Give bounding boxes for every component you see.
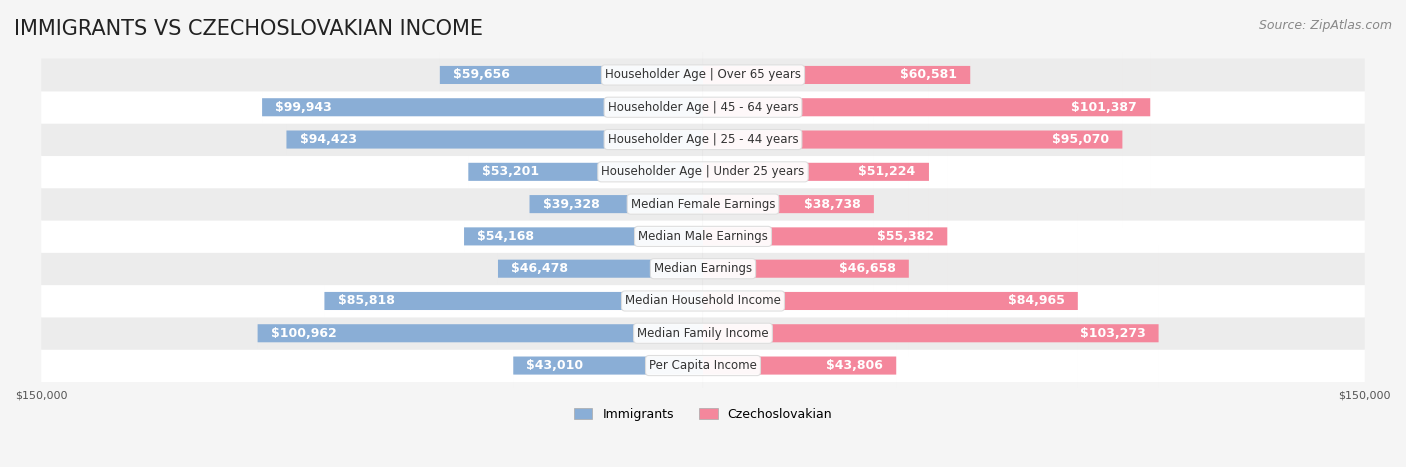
Text: Source: ZipAtlas.com: Source: ZipAtlas.com bbox=[1258, 19, 1392, 32]
FancyBboxPatch shape bbox=[703, 0, 970, 163]
FancyBboxPatch shape bbox=[468, 84, 703, 260]
FancyBboxPatch shape bbox=[287, 52, 703, 227]
FancyBboxPatch shape bbox=[41, 123, 1365, 156]
FancyBboxPatch shape bbox=[703, 149, 948, 324]
Text: $101,387: $101,387 bbox=[1071, 101, 1137, 114]
Text: Per Capita Income: Per Capita Income bbox=[650, 359, 756, 372]
Text: Median Male Earnings: Median Male Earnings bbox=[638, 230, 768, 243]
Text: $38,738: $38,738 bbox=[804, 198, 860, 211]
FancyBboxPatch shape bbox=[703, 246, 1159, 421]
Text: $43,806: $43,806 bbox=[827, 359, 883, 372]
FancyBboxPatch shape bbox=[703, 278, 896, 453]
Text: $99,943: $99,943 bbox=[276, 101, 332, 114]
FancyBboxPatch shape bbox=[703, 213, 1078, 389]
Text: $46,478: $46,478 bbox=[512, 262, 568, 275]
Text: $94,423: $94,423 bbox=[299, 133, 357, 146]
FancyBboxPatch shape bbox=[498, 181, 703, 356]
Text: $95,070: $95,070 bbox=[1052, 133, 1109, 146]
Text: Median Female Earnings: Median Female Earnings bbox=[631, 198, 775, 211]
FancyBboxPatch shape bbox=[257, 246, 703, 421]
Text: $59,656: $59,656 bbox=[453, 69, 510, 81]
FancyBboxPatch shape bbox=[440, 0, 703, 163]
FancyBboxPatch shape bbox=[513, 278, 703, 453]
Text: $85,818: $85,818 bbox=[337, 295, 395, 307]
FancyBboxPatch shape bbox=[703, 116, 875, 292]
Text: Householder Age | 45 - 64 years: Householder Age | 45 - 64 years bbox=[607, 101, 799, 114]
FancyBboxPatch shape bbox=[41, 188, 1365, 220]
FancyBboxPatch shape bbox=[530, 116, 703, 292]
FancyBboxPatch shape bbox=[41, 317, 1365, 350]
Text: Householder Age | Over 65 years: Householder Age | Over 65 years bbox=[605, 69, 801, 81]
FancyBboxPatch shape bbox=[464, 149, 703, 324]
FancyBboxPatch shape bbox=[703, 84, 929, 260]
Text: $54,168: $54,168 bbox=[477, 230, 534, 243]
Text: $60,581: $60,581 bbox=[900, 69, 957, 81]
FancyBboxPatch shape bbox=[262, 20, 703, 195]
Text: $46,658: $46,658 bbox=[839, 262, 896, 275]
Text: $43,010: $43,010 bbox=[526, 359, 583, 372]
FancyBboxPatch shape bbox=[41, 156, 1365, 188]
FancyBboxPatch shape bbox=[41, 58, 1365, 92]
FancyBboxPatch shape bbox=[703, 181, 908, 356]
FancyBboxPatch shape bbox=[325, 213, 703, 389]
FancyBboxPatch shape bbox=[41, 91, 1365, 124]
FancyBboxPatch shape bbox=[703, 52, 1122, 227]
Text: $39,328: $39,328 bbox=[543, 198, 599, 211]
FancyBboxPatch shape bbox=[41, 252, 1365, 285]
Text: Median Earnings: Median Earnings bbox=[654, 262, 752, 275]
FancyBboxPatch shape bbox=[41, 349, 1365, 382]
Text: Householder Age | Under 25 years: Householder Age | Under 25 years bbox=[602, 165, 804, 178]
FancyBboxPatch shape bbox=[703, 20, 1150, 195]
Text: Median Family Income: Median Family Income bbox=[637, 327, 769, 340]
Text: $84,965: $84,965 bbox=[1008, 295, 1064, 307]
Text: Householder Age | 25 - 44 years: Householder Age | 25 - 44 years bbox=[607, 133, 799, 146]
FancyBboxPatch shape bbox=[41, 220, 1365, 253]
Text: $103,273: $103,273 bbox=[1080, 327, 1146, 340]
Text: IMMIGRANTS VS CZECHOSLOVAKIAN INCOME: IMMIGRANTS VS CZECHOSLOVAKIAN INCOME bbox=[14, 19, 484, 39]
Text: $53,201: $53,201 bbox=[481, 165, 538, 178]
Text: $51,224: $51,224 bbox=[859, 165, 915, 178]
Text: $100,962: $100,962 bbox=[271, 327, 336, 340]
Text: $55,382: $55,382 bbox=[877, 230, 934, 243]
Text: Median Household Income: Median Household Income bbox=[626, 295, 780, 307]
Legend: Immigrants, Czechoslovakian: Immigrants, Czechoslovakian bbox=[568, 403, 838, 425]
FancyBboxPatch shape bbox=[41, 284, 1365, 318]
